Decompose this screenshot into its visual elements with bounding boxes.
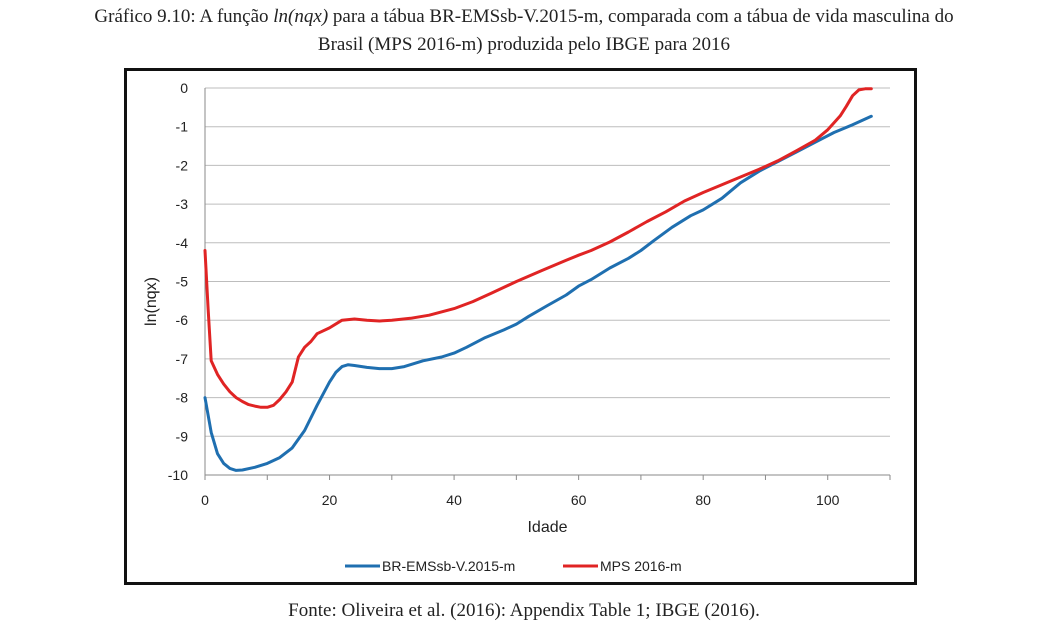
legend-label-0: BR-EMSsb-V.2015-m: [382, 558, 515, 574]
legend-label-1: MPS 2016-m: [600, 558, 682, 574]
y-axis-label: ln(nqx): [143, 277, 160, 326]
y-tick-label: -3: [176, 196, 189, 212]
y-tick-label: -1: [176, 119, 189, 135]
x-tick-label: 80: [695, 492, 711, 508]
caption-italic: ln(nqx): [273, 6, 329, 27]
y-tick-label: -5: [176, 274, 189, 290]
y-tick-label: -10: [168, 467, 188, 483]
y-tick-label: -7: [176, 351, 189, 367]
y-tick-label: -6: [176, 312, 189, 328]
figure-caption-line2: Brasil (MPS 2016-m) produzida pelo IBGE …: [317, 34, 731, 55]
figure-caption: Gráfico 9.10: A função ln(nqx) para a tá…: [0, 5, 1048, 28]
x-tick-label: 0: [201, 492, 209, 508]
caption-prefix: Gráfico 9.10: A função: [94, 6, 274, 27]
x-tick-label: 20: [322, 492, 338, 508]
series-line-mps-2016: [203, 87, 873, 409]
figure-source: Fonte: Oliveira et al. (2016): Appendix …: [288, 600, 760, 621]
series-line-br-emssb: [203, 114, 873, 472]
chart-frame: [124, 68, 917, 585]
x-tick-label: 60: [571, 492, 587, 508]
y-tick-label: -8: [176, 390, 189, 406]
x-tick-label: 100: [816, 492, 840, 508]
y-tick-label: -9: [176, 428, 189, 444]
y-tick-label: -4: [176, 235, 189, 251]
x-axis-label: Idade: [527, 519, 567, 536]
y-tick-label: 0: [180, 80, 188, 96]
x-tick-label: 40: [446, 492, 462, 508]
caption-suffix: para a tábua BR-EMSsb-V.2015-m, comparad…: [328, 6, 954, 27]
y-tick-label: -2: [176, 157, 189, 173]
